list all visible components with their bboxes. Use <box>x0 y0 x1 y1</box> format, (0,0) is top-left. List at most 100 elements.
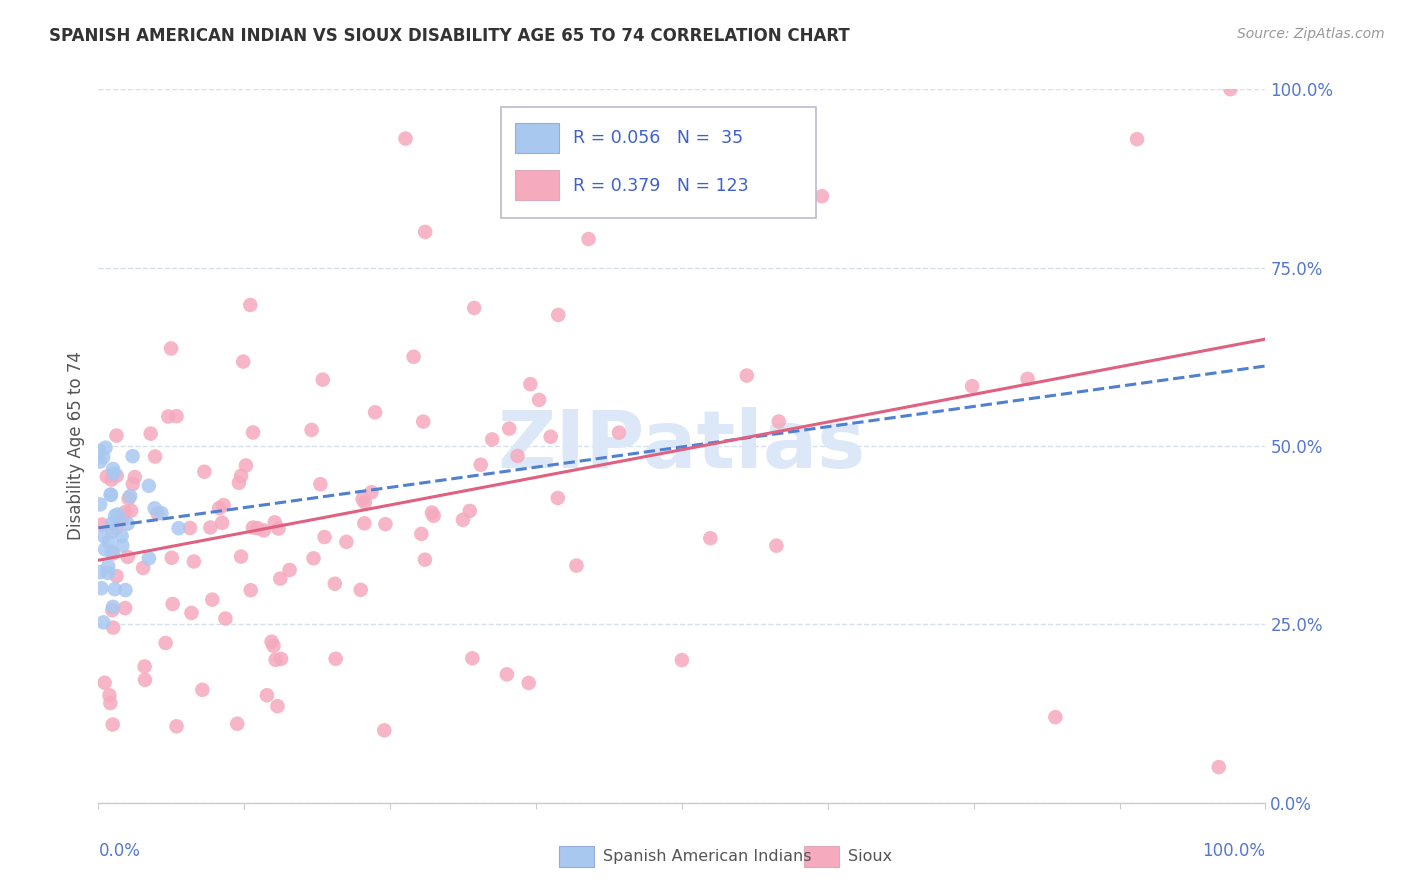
Point <box>138 551 160 566</box>
Point <box>107 508 129 522</box>
Text: 100.0%: 100.0% <box>1202 842 1265 860</box>
Point <box>312 373 335 387</box>
Point <box>89 443 111 458</box>
Point <box>498 421 520 435</box>
Point <box>527 392 550 407</box>
Point <box>201 592 224 607</box>
Point <box>239 298 262 312</box>
Point <box>301 423 323 437</box>
Point <box>100 473 122 487</box>
Point <box>1017 372 1039 386</box>
Point <box>208 501 231 516</box>
Point <box>101 516 124 531</box>
Point <box>239 583 262 598</box>
Point <box>98 689 121 703</box>
Point <box>117 491 139 506</box>
Point <box>146 506 169 520</box>
Point <box>768 415 790 429</box>
FancyBboxPatch shape <box>804 846 839 867</box>
Point <box>121 449 143 463</box>
Point <box>114 601 136 615</box>
Point <box>138 479 160 493</box>
FancyBboxPatch shape <box>515 169 560 200</box>
Point <box>101 462 124 476</box>
Point <box>191 682 214 697</box>
Point <box>193 465 215 479</box>
Point <box>94 441 117 455</box>
Point <box>143 501 166 516</box>
Text: Spanish American Indians: Spanish American Indians <box>603 849 811 863</box>
Point <box>235 458 257 473</box>
Point <box>200 520 222 534</box>
FancyBboxPatch shape <box>501 107 815 218</box>
Point <box>420 506 443 520</box>
Point <box>103 547 125 561</box>
Point <box>352 491 374 506</box>
Point <box>350 582 373 597</box>
Point <box>517 676 540 690</box>
Point <box>309 477 332 491</box>
Point <box>278 563 301 577</box>
Point <box>134 673 156 687</box>
Point <box>139 426 162 441</box>
Point <box>111 512 134 526</box>
Point <box>120 504 142 518</box>
Point <box>242 425 264 440</box>
Point <box>373 723 395 738</box>
Point <box>266 699 288 714</box>
Point <box>132 561 155 575</box>
Point <box>134 659 156 673</box>
Point <box>270 652 292 666</box>
Point <box>374 517 396 532</box>
Point <box>100 487 122 501</box>
Point <box>117 516 139 531</box>
Point <box>413 552 436 566</box>
Point <box>578 232 600 246</box>
Point <box>212 498 235 512</box>
Point <box>413 225 436 239</box>
Point <box>394 131 416 145</box>
Point <box>765 539 787 553</box>
Point <box>1045 710 1067 724</box>
Point <box>519 377 541 392</box>
Point <box>124 470 146 484</box>
Point <box>150 506 173 520</box>
Point <box>89 565 111 579</box>
Point <box>458 504 481 518</box>
Point <box>463 301 485 315</box>
Point <box>160 550 183 565</box>
Text: 0.0%: 0.0% <box>98 842 141 860</box>
Point <box>226 716 249 731</box>
Y-axis label: Disability Age 65 to 74: Disability Age 65 to 74 <box>66 351 84 541</box>
Point <box>470 458 492 472</box>
Point <box>353 516 375 531</box>
Point <box>481 433 503 447</box>
Point <box>461 651 484 665</box>
Point <box>547 308 569 322</box>
Point <box>101 603 124 617</box>
Point <box>166 409 188 424</box>
Point <box>314 530 336 544</box>
Point <box>262 639 284 653</box>
Point <box>354 495 377 509</box>
Point <box>451 513 474 527</box>
Point <box>228 475 250 490</box>
Point <box>499 121 522 136</box>
Point <box>180 606 202 620</box>
Text: R = 0.379   N = 123: R = 0.379 N = 123 <box>574 177 749 194</box>
Point <box>412 415 434 429</box>
Point <box>117 549 139 564</box>
Point <box>105 569 128 583</box>
Point <box>214 611 236 625</box>
Point <box>183 555 205 569</box>
Text: Source: ZipAtlas.com: Source: ZipAtlas.com <box>1237 27 1385 41</box>
Point <box>264 653 287 667</box>
Point <box>96 469 118 483</box>
Point <box>1208 760 1230 774</box>
Point <box>1126 132 1149 146</box>
Point <box>103 621 125 635</box>
Point <box>89 497 111 511</box>
Point <box>97 566 120 580</box>
Point <box>91 450 114 465</box>
Text: SPANISH AMERICAN INDIAN VS SIOUX DISABILITY AGE 65 TO 74 CORRELATION CHART: SPANISH AMERICAN INDIAN VS SIOUX DISABIL… <box>49 27 851 45</box>
